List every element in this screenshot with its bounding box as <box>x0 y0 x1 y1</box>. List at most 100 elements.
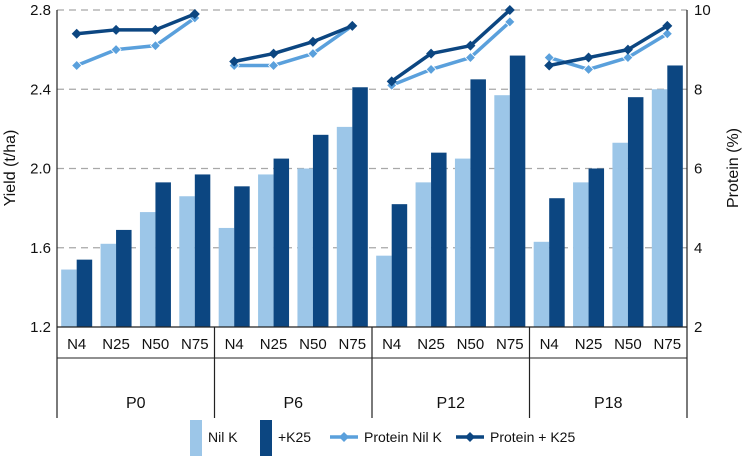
y2-tick-label: 10 <box>694 2 711 19</box>
legend: Nil K +K25 Protein Nil K Protein + K25 <box>190 420 575 456</box>
bar-nil-k <box>573 182 589 327</box>
group-label-p6: P6 <box>283 395 303 412</box>
x-tick-label: N75 <box>339 336 367 353</box>
bar-nil-k <box>179 196 195 327</box>
x-tick-label: N25 <box>102 336 130 353</box>
protein-marker <box>268 48 279 59</box>
y-axis-title: Yield (t/ha) <box>2 130 19 207</box>
x-tick-label: N25 <box>417 336 445 353</box>
protein-marker <box>150 24 161 35</box>
bar-nil-k <box>651 89 668 327</box>
protein-line-nil-k <box>76 16 196 68</box>
x-tick-label: N25 <box>260 336 288 353</box>
protein-marker <box>622 44 633 55</box>
protein-marker <box>662 20 673 31</box>
bar-nil-k <box>258 174 274 327</box>
protein-marker <box>267 59 280 72</box>
protein-marker <box>661 28 673 40</box>
bar-k25 <box>391 204 408 327</box>
bars <box>61 55 683 327</box>
protein-marker <box>347 20 358 31</box>
protein-marker <box>71 59 83 72</box>
y2-tick-label: 8 <box>694 81 702 98</box>
y-tick-label: 2.4 <box>30 81 51 98</box>
grid-lines <box>57 9 687 249</box>
x-tick-label: N4 <box>67 336 86 353</box>
bar-k25 <box>352 87 368 327</box>
protein-marker <box>622 51 634 64</box>
bar-k25 <box>431 152 447 327</box>
protein-marker <box>583 52 594 63</box>
legend-label: Protein + K25 <box>490 429 575 445</box>
group-label-p18: P18 <box>594 395 623 412</box>
protein-line-nil-k <box>548 32 669 72</box>
x-tick-label: N50 <box>299 336 327 353</box>
y-tick-label: 1.2 <box>30 319 51 336</box>
y-tick-label: 1.6 <box>30 240 51 257</box>
bar-nil-k <box>612 142 628 327</box>
protein-marker <box>111 24 122 35</box>
protein-marker <box>307 48 319 60</box>
legend-marker <box>339 432 349 442</box>
bar-nil-k <box>415 182 432 327</box>
bar-k25 <box>273 158 290 327</box>
bar-nil-k <box>336 126 353 327</box>
x-tick-label: N4 <box>225 336 244 353</box>
bar-k25 <box>667 65 683 327</box>
bar-k25 <box>155 182 171 327</box>
group-label-p12: P12 <box>437 395 466 412</box>
protein-marker <box>465 40 476 51</box>
bar-k25 <box>116 229 132 327</box>
protein-marker <box>71 28 82 39</box>
bar-k25 <box>627 97 644 327</box>
protein-line-k25 <box>390 8 511 83</box>
x-tick-label: N50 <box>457 336 485 353</box>
y-tick-label: 2.0 <box>30 161 51 178</box>
y-tick-label: 2.8 <box>30 2 51 19</box>
bar-nil-k <box>61 269 77 327</box>
bar-nil-k <box>139 212 156 327</box>
protein-marker <box>229 56 240 67</box>
protein-marker <box>386 76 397 87</box>
group-labels: P0 P6 P12 P18 <box>126 395 623 412</box>
bar-nil-k <box>494 95 510 327</box>
protein-marker <box>110 44 122 56</box>
bar-k25 <box>234 186 250 327</box>
bar-nil-k <box>218 227 235 327</box>
legend-label: +K25 <box>278 429 311 445</box>
bar-k25 <box>76 259 93 327</box>
group-label-p0: P0 <box>126 395 146 412</box>
protein-marker <box>464 51 477 64</box>
protein-marker <box>582 63 595 76</box>
x-tick-label: N75 <box>496 336 524 353</box>
x-tick-label: N75 <box>654 336 682 353</box>
y2-tick-label: 4 <box>694 240 702 257</box>
protein-line-k25 <box>76 12 196 36</box>
x-tick-label: N50 <box>142 336 170 353</box>
protein-lines <box>71 5 673 91</box>
bar-nil-k <box>376 255 392 327</box>
legend-label: Protein Nil K <box>364 429 442 445</box>
bar-nil-k <box>454 158 471 327</box>
protein-marker <box>426 48 437 59</box>
protein-line-nil-k <box>234 24 354 68</box>
protein-marker <box>504 16 516 28</box>
legend-label: Nil K <box>208 429 238 445</box>
legend-swatch <box>260 420 272 456</box>
bar-k25 <box>312 134 329 327</box>
bar-nil-k <box>533 241 550 327</box>
x-tick-label: N4 <box>382 336 401 353</box>
protein-line-nil-k <box>391 20 511 87</box>
legend-marker <box>465 432 475 442</box>
protein-line-k25 <box>233 24 353 64</box>
axes <box>56 10 688 418</box>
bar-k25 <box>588 168 605 327</box>
bar-k25 <box>194 174 211 327</box>
protein-marker <box>307 36 318 47</box>
bar-nil-k <box>297 168 313 327</box>
tick-labels: 1.2 1.6 2.0 2.4 2.8 2 4 6 8 10 N4 N25 N50 N75 N4 N25 N50… <box>30 2 711 353</box>
bar-k25 <box>549 198 565 327</box>
protein-marker <box>504 5 515 15</box>
bar-k25 <box>509 55 526 327</box>
